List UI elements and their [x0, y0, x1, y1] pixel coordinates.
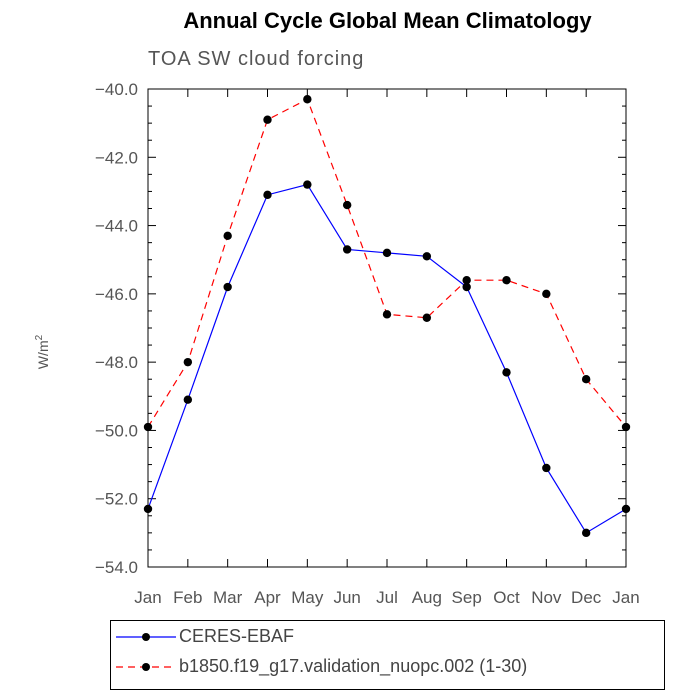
data-point-0: [621, 504, 631, 514]
x-tick-label: Jun: [333, 588, 360, 607]
plot-frame: [147, 88, 627, 568]
y-tick-label: −48.0: [95, 353, 138, 372]
data-point-1: [382, 310, 392, 319]
chart-title: Annual Cycle Global Mean Climatology: [183, 8, 592, 33]
data-point-1: [422, 313, 432, 322]
data-point-0: [422, 252, 432, 261]
data-point-1: [462, 276, 471, 285]
legend-marker-model: [142, 663, 150, 671]
x-tick-label: May: [291, 588, 324, 607]
data-point-1: [542, 289, 551, 299]
data-point-0: [143, 504, 153, 514]
legend-marker-ceres: [142, 633, 150, 641]
y-tick-label: −52.0: [95, 490, 138, 509]
y-tick-label: −42.0: [95, 148, 138, 167]
data-point-1: [581, 375, 591, 384]
data-point-0: [303, 180, 312, 189]
data-point-1: [342, 200, 352, 210]
data-point-1: [502, 276, 511, 285]
series-line-0: [147, 183, 627, 534]
x-tick-label: Mar: [213, 588, 243, 607]
legend-label-ceres: CERES-EBAF: [179, 626, 295, 646]
series-line-1: [147, 98, 627, 428]
legend: CERES-EBAF b1850.f19_g17.validation_nuop…: [110, 620, 665, 690]
x-tick-label: Dec: [571, 588, 602, 607]
data-point-0: [581, 528, 591, 538]
y-tick-label: −54.0: [95, 558, 138, 577]
x-tick-label: Jan: [612, 588, 639, 607]
data-point-1: [143, 422, 153, 432]
y-axis-label-main: W/m: [35, 340, 51, 369]
data-point-0: [382, 248, 392, 258]
x-tick-label: Feb: [173, 588, 202, 607]
data-point-0: [223, 282, 232, 292]
y-axis-label: W/m2: [34, 334, 51, 369]
x-tick-label: Oct: [493, 588, 520, 607]
data-point-0: [183, 395, 193, 404]
data-point-0: [342, 245, 352, 254]
data-point-1: [303, 95, 312, 104]
x-tick-label: Jul: [376, 588, 398, 607]
x-tick-label: Aug: [412, 588, 442, 607]
data-point-1: [263, 115, 272, 124]
x-tick-label: Apr: [254, 588, 281, 607]
data-point-1: [621, 422, 631, 432]
data-point-0: [502, 368, 511, 377]
chart-subtitle: TOA SW cloud forcing: [148, 48, 365, 70]
y-tick-label: −44.0: [95, 217, 138, 236]
y-tick-label: −40.0: [95, 80, 138, 99]
x-tick-label: Sep: [452, 588, 482, 607]
legend-label-model: b1850.f19_g17.validation_nuopc.002 (1-30…: [179, 656, 528, 676]
data-point-0: [462, 282, 471, 292]
data-point-1: [183, 357, 193, 367]
data-point-0: [542, 463, 551, 473]
x-tick-label: Jan: [134, 588, 161, 607]
y-tick-label: −50.0: [95, 421, 138, 440]
y-tick-label: −46.0: [95, 285, 138, 304]
data-point-1: [223, 231, 232, 241]
data-point-0: [263, 190, 272, 200]
x-tick-label: Nov: [531, 588, 562, 607]
y-axis-label-sup: 2: [34, 334, 45, 340]
legend-markers: [116, 633, 176, 671]
